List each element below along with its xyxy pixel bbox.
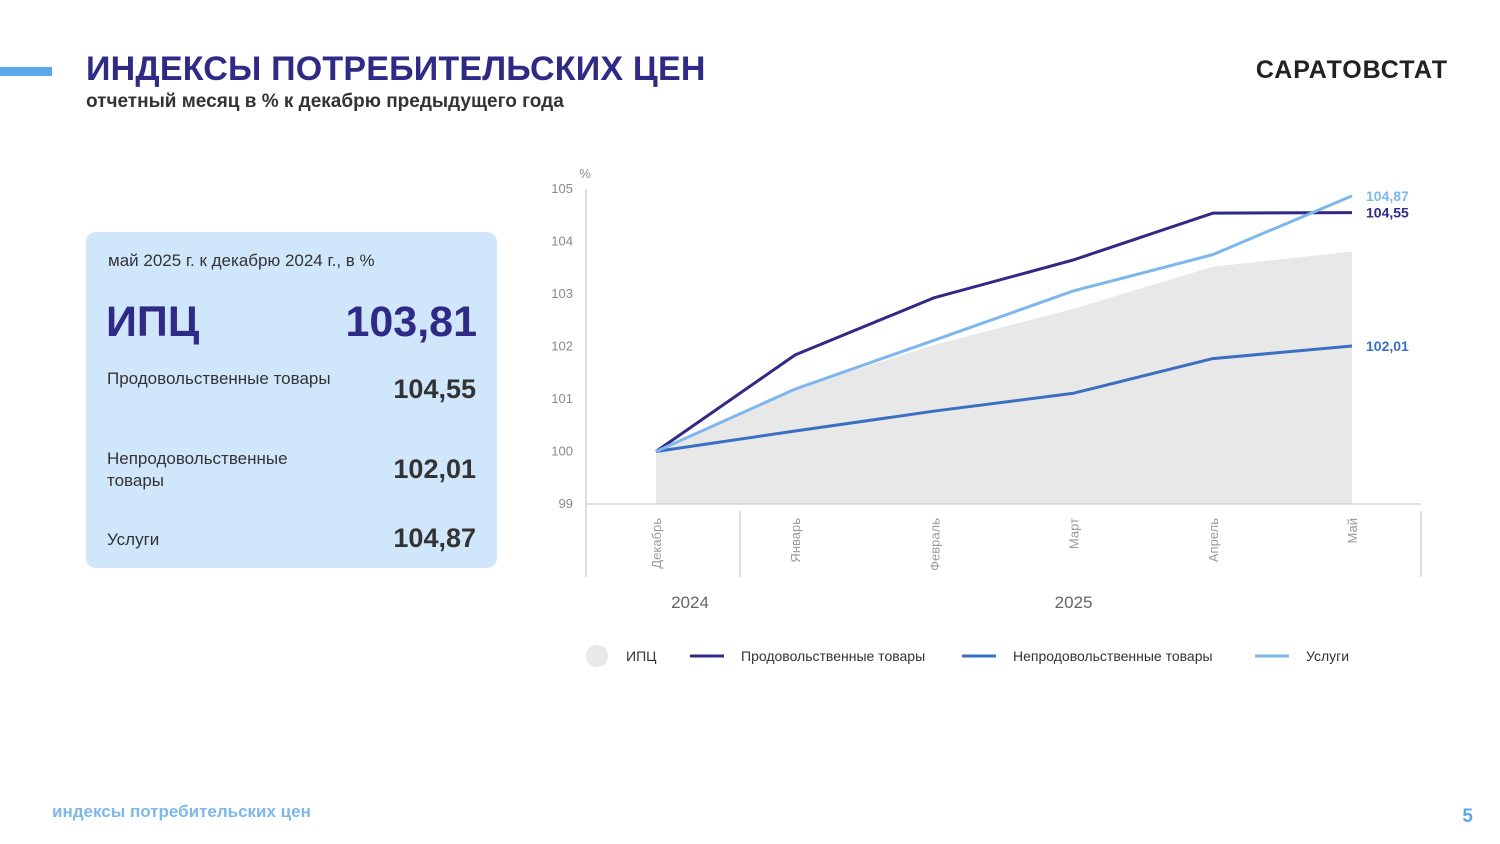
legend-label: Продовольственные товары [741, 648, 925, 664]
series-end-label: 104,87 [1366, 188, 1409, 204]
cpi-value: 103,81 [345, 298, 477, 346]
y-tick-label: 102 [551, 339, 573, 354]
y-tick-label: 99 [559, 496, 573, 511]
x-tick-label: Май [1345, 518, 1360, 543]
page-title: ИНДЕКСЫ ПОТРЕБИТЕЛЬСКИХ ЦЕН [86, 50, 706, 88]
page-number: 5 [1462, 806, 1473, 827]
x-tick-label: Март [1067, 518, 1082, 549]
y-tick-label: 105 [551, 181, 573, 196]
series-line [655, 211, 1353, 453]
series-area-cpi [656, 251, 1352, 504]
y-tick-label: 103 [551, 286, 573, 301]
series-line [655, 194, 1353, 453]
footer-text: индексы потребительских цен [52, 802, 311, 821]
food-label: Продовольственные товары [107, 369, 331, 388]
page-subtitle: отчетный месяц в % к декабрю предыдущего… [86, 91, 564, 112]
y-axis-unit: % [579, 166, 591, 181]
series-end-label: 104,55 [1366, 205, 1409, 221]
cpi-summary-card: май 2025 г. к декабрю 2024 г., в % ИПЦ 1… [86, 232, 497, 568]
legend-label: ИПЦ [626, 648, 657, 664]
y-tick-label: 101 [551, 391, 573, 406]
year-label: 2025 [1055, 593, 1093, 612]
brand-logo: САРАТОВСТАТ [1255, 56, 1448, 84]
year-label: 2024 [671, 593, 709, 612]
y-tick-label: 104 [551, 234, 573, 249]
legend-label: Услуги [1306, 648, 1349, 664]
y-tick-label: 100 [551, 444, 573, 459]
services-label: Услуги [107, 530, 160, 549]
cpi-label: ИПЦ [106, 298, 200, 346]
series-line [655, 344, 1353, 453]
x-tick-label: Апрель [1206, 518, 1221, 562]
services-value: 104,87 [393, 523, 476, 553]
x-tick-label: Февраль [927, 518, 942, 571]
x-tick-label: Январь [788, 518, 803, 563]
food-value: 104,55 [393, 374, 476, 404]
legend-label: Непродовольственные товары [1013, 648, 1213, 664]
nonfood-label: Непродовольственные товары [107, 449, 288, 490]
nonfood-value: 102,01 [393, 454, 476, 484]
accent-bar [0, 67, 52, 76]
card-caption: май 2025 г. к декабрю 2024 г., в % [108, 251, 375, 270]
x-tick-label: Декабрь [649, 518, 664, 569]
legend-marker-area [586, 645, 608, 667]
series-end-label: 102,01 [1366, 338, 1409, 354]
